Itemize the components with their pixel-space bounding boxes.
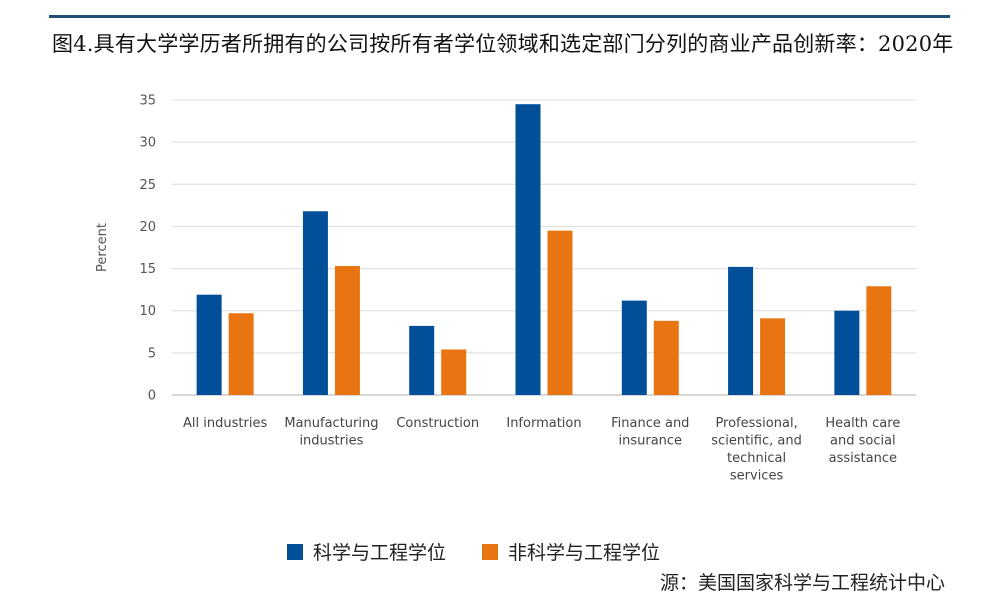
- x-category-label: assistance: [829, 451, 897, 466]
- legend-label-se: 科学与工程学位: [313, 542, 447, 564]
- y-tick-label: 20: [139, 220, 156, 235]
- x-category-label: insurance: [619, 434, 683, 449]
- bar-non-se: [653, 320, 679, 395]
- title-rule: [49, 15, 950, 18]
- legend-label-non-se: 非科学与工程学位: [508, 542, 661, 564]
- bar-non-se: [866, 286, 892, 395]
- x-category-label: technical: [727, 451, 786, 466]
- bar-se: [196, 294, 222, 395]
- x-category-label: Information: [506, 416, 581, 431]
- x-category-label: and social: [830, 434, 896, 449]
- y-tick-label: 25: [139, 178, 156, 193]
- bar-non-se: [547, 230, 573, 395]
- chart-title: 图4.具有大学学历者所拥有的公司按所有者学位领域和选定部门分列的商业产品创新率：…: [52, 32, 954, 56]
- x-category-label: Finance and: [611, 416, 689, 431]
- y-tick-label: 10: [139, 304, 156, 319]
- legend-swatch-non-se: [482, 543, 499, 560]
- bar-se: [621, 300, 647, 395]
- bar-non-se: [760, 318, 786, 395]
- x-category-label: Manufacturing: [284, 416, 378, 431]
- legend-item-non-se: 非科学与工程学位: [482, 538, 660, 565]
- bar-se: [728, 266, 754, 395]
- legend-swatch-se: [287, 543, 303, 560]
- y-tick-label: 30: [139, 136, 156, 151]
- bar-non-se: [228, 313, 254, 395]
- x-category-label: industries: [299, 434, 363, 449]
- y-tick-label: 5: [148, 346, 156, 361]
- y-tick-label: 15: [139, 262, 156, 277]
- y-tick-label: 35: [139, 94, 156, 109]
- bar-non-se: [441, 349, 467, 395]
- x-category-label: services: [730, 469, 784, 484]
- source-note: 源：美国国家科学与工程统计中心: [660, 572, 946, 594]
- chart-legend: 科学与工程学位 非科学与工程学位: [287, 538, 696, 565]
- bar-non-se: [334, 266, 360, 395]
- x-category-label: All industries: [183, 416, 267, 431]
- legend-item-se: 科学与工程学位: [287, 538, 446, 565]
- bar-se: [515, 104, 541, 395]
- bar-se: [834, 310, 860, 395]
- bar-se: [409, 325, 435, 395]
- y-axis-label: Percent: [95, 223, 110, 272]
- x-category-label: Construction: [396, 416, 479, 431]
- bar-chart: 0 5 10 15 20 25 30 35 Percent All industries Manuf…: [95, 94, 916, 484]
- bar-se: [302, 211, 328, 395]
- x-category-label: scientific, and: [711, 434, 802, 449]
- x-category-label: Professional,: [715, 416, 797, 431]
- x-category-label: Health care: [825, 416, 900, 431]
- y-tick-label: 0: [148, 389, 156, 404]
